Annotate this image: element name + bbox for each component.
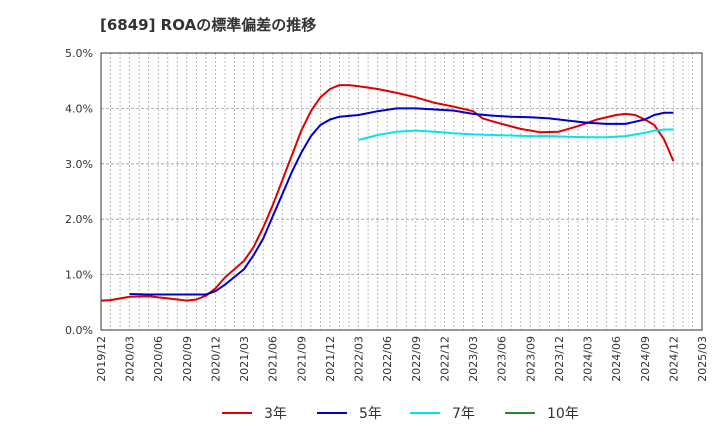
y-tick-label: 0.0% — [65, 324, 93, 337]
y-tick-label: 1.0% — [65, 269, 93, 282]
x-tick-label: 2022/03 — [353, 336, 366, 382]
x-tick-label: 2023/03 — [467, 336, 480, 382]
x-tick-label: 2019/12 — [95, 336, 108, 382]
legend-label: 10年 — [547, 406, 579, 422]
x-tick-label: 2023/12 — [553, 336, 566, 382]
y-tick-label: 2.0% — [65, 213, 93, 226]
x-tick-label: 2024/12 — [667, 336, 680, 382]
x-tick-label: 2025/03 — [696, 336, 709, 382]
x-tick-label: 2023/06 — [496, 336, 509, 382]
x-tick-label: 2021/06 — [267, 336, 280, 382]
x-tick-label: 2024/09 — [639, 336, 652, 382]
axes: 0.0% 1.0% 2.0% 3.0% 4.0% 5.0% 2019/12 2020/03 20… — [65, 47, 709, 382]
plot-frame — [100, 52, 703, 331]
x-tick-label: 2021/12 — [324, 336, 337, 382]
legend-label: 5年 — [359, 406, 382, 422]
x-tick-label: 2021/09 — [295, 336, 308, 382]
x-tick-label: 2024/06 — [610, 336, 623, 382]
x-tick-label: 2022/06 — [381, 336, 394, 382]
series-lines — [100, 84, 675, 302]
x-tick-label: 2024/03 — [582, 336, 595, 382]
series-line-7年 — [358, 128, 674, 141]
y-tick-label: 3.0% — [65, 158, 93, 171]
series-line-5年 — [129, 107, 674, 296]
x-tick-label: 2022/12 — [438, 336, 451, 382]
y-tick-label: 4.0% — [65, 102, 93, 115]
chart-title: [6849] ROAの標準偏差の推移 — [100, 16, 317, 34]
y-tick-label: 5.0% — [65, 47, 93, 60]
x-tick-label: 2020/09 — [181, 336, 194, 382]
x-tick-label: 2023/09 — [524, 336, 537, 382]
x-tick-label: 2020/06 — [152, 336, 165, 382]
legend-label: 7年 — [452, 406, 475, 422]
x-tick-label: 2022/09 — [410, 336, 423, 382]
legend: 3年 5年 7年 10年 — [222, 406, 579, 422]
legend-label: 3年 — [264, 406, 287, 422]
series-line-3年 — [100, 84, 675, 302]
x-tick-label: 2021/03 — [238, 336, 251, 382]
x-tick-label: 2020/12 — [209, 336, 222, 382]
x-tick-label: 2020/03 — [124, 336, 137, 382]
